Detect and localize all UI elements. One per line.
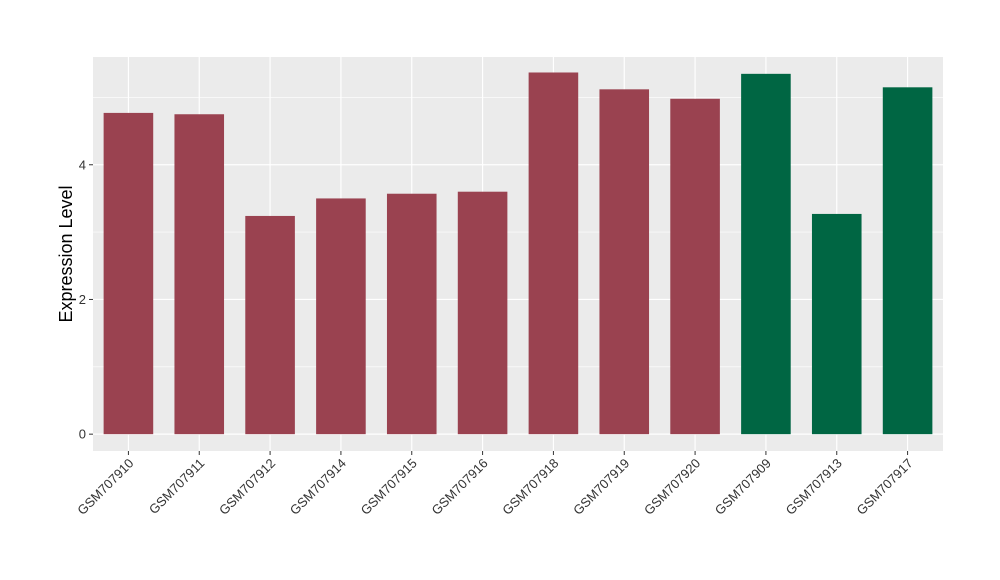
x-tick-label: GSM707915 [358, 456, 420, 518]
x-tick-label: GSM707917 [853, 456, 915, 518]
bar-GSM707910 [103, 112, 154, 435]
x-tick-label: GSM707916 [428, 456, 490, 518]
x-tick-label: GSM707911 [146, 456, 208, 518]
y-axis-title: Expression Level [56, 185, 76, 322]
y-tick-label: 2 [79, 292, 86, 307]
bar-GSM707914 [316, 198, 366, 435]
x-tick-label: GSM707919 [570, 456, 632, 518]
y-axis: 0 2 4 [79, 157, 93, 442]
x-tick-label: GSM707912 [216, 456, 278, 518]
bar-GSM707919 [599, 89, 650, 435]
bar-GSM707917 [882, 87, 933, 435]
bar-GSM707909 [741, 73, 791, 435]
x-tick-label: GSM707914 [287, 456, 349, 518]
bar-GSM707913 [811, 213, 862, 435]
bars [103, 72, 933, 435]
bar-GSM707915 [386, 193, 437, 435]
x-tick-label: GSM707920 [641, 456, 703, 518]
x-tick-label: GSM707918 [499, 456, 561, 518]
plot-panel [93, 57, 943, 451]
bar-GSM707918 [528, 72, 579, 435]
x-axis: GSM707910 GSM707911 GSM707912 GSM707914 GSM7… [74, 451, 916, 518]
x-tick-label: GSM707913 [783, 456, 845, 518]
bar-GSM707912 [245, 215, 295, 435]
bar-GSM707920 [670, 98, 720, 435]
bar-GSM707911 [174, 114, 225, 435]
x-tick-label: GSM707910 [74, 456, 136, 518]
bar-GSM707916 [457, 191, 508, 435]
y-tick-label: 0 [79, 427, 86, 442]
y-tick-label: 4 [79, 157, 86, 172]
x-tick-label: GSM707909 [712, 456, 774, 518]
